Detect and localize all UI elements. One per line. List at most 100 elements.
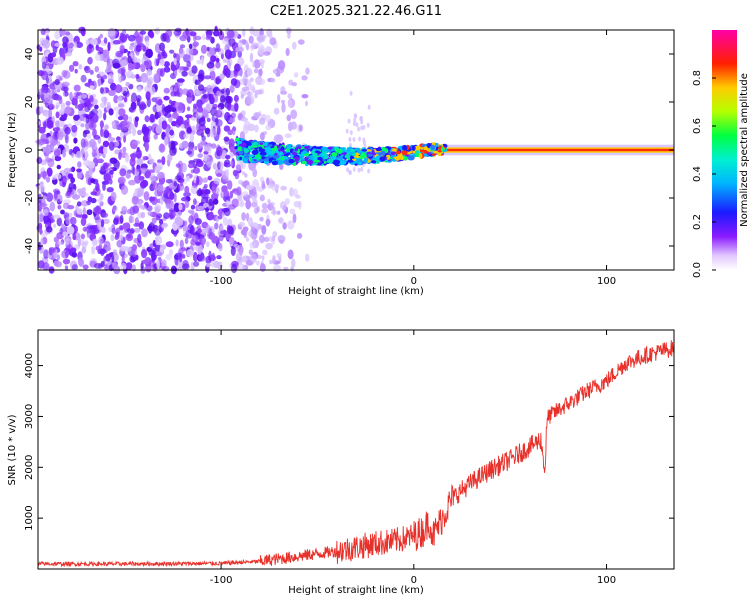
heatmap-cell xyxy=(175,239,179,247)
heatmap-cell xyxy=(238,46,243,53)
heatmap-cell xyxy=(133,227,141,233)
heatmap-cell xyxy=(88,168,93,177)
heatmap-cell xyxy=(43,93,51,103)
heatmap-cell xyxy=(251,222,259,228)
heatmap-cell xyxy=(92,238,98,246)
heatmap-cell xyxy=(85,39,90,46)
signal-cell xyxy=(335,148,343,153)
heatmap-cell xyxy=(76,150,82,159)
heatmap-cell xyxy=(270,210,278,215)
heatmap-cell xyxy=(287,249,294,260)
heatmap-cell xyxy=(254,124,259,133)
signal-cell xyxy=(277,160,284,165)
signal-cell xyxy=(361,149,368,152)
heatmap-cell xyxy=(84,82,91,87)
heatmap-cell xyxy=(266,28,273,37)
heatmap-cell xyxy=(203,110,207,117)
heatmap-cell xyxy=(239,39,247,44)
heatmap-cell xyxy=(367,104,371,110)
heatmap-cell xyxy=(273,107,280,115)
heatmap-cell xyxy=(140,63,146,73)
heatmap-cell xyxy=(69,91,73,101)
heatmap-cell xyxy=(221,178,227,184)
heatmap-cell xyxy=(175,101,179,108)
heatmap-cell xyxy=(213,177,221,185)
heatmap-cell xyxy=(180,124,185,129)
y-tick-label: 3000 xyxy=(24,404,35,429)
heatmap-cell xyxy=(265,114,271,123)
heatmap-cell xyxy=(127,71,131,79)
heatmap-cell xyxy=(213,260,220,269)
heatmap-cell xyxy=(258,78,266,86)
signal-cell xyxy=(301,160,307,165)
heatmap-cell xyxy=(271,184,279,192)
heatmap-cell xyxy=(206,117,211,123)
heatmap-cell xyxy=(99,87,104,94)
signal-cell xyxy=(313,159,321,163)
heatmap-cell xyxy=(347,118,351,124)
heatmap-cell xyxy=(43,249,49,260)
signal-cell xyxy=(333,159,341,165)
heatmap-cell xyxy=(145,40,150,47)
heatmap-cell xyxy=(293,72,299,78)
heatmap-cell xyxy=(279,239,284,244)
heatmap-cell xyxy=(149,243,154,250)
heatmap-cell xyxy=(259,263,266,272)
heatmap-cell xyxy=(85,115,90,124)
heatmap-cell xyxy=(230,263,238,274)
heatmap-cell xyxy=(114,149,120,155)
signal-cell xyxy=(236,140,243,144)
heatmap-cell xyxy=(119,34,128,43)
heatmap-cell xyxy=(77,257,84,267)
heatmap-cell xyxy=(46,167,53,177)
heatmap-cell xyxy=(89,69,94,75)
heatmap-y-axis: -40 -20 0 20 40 xyxy=(24,48,674,254)
colorbar-gradient xyxy=(712,30,737,270)
heatmap-cell xyxy=(112,58,120,68)
heatmap-cell xyxy=(136,95,142,102)
heatmap-cell xyxy=(206,46,210,52)
heatmap-cell xyxy=(109,157,118,164)
heatmap-cell xyxy=(40,146,48,153)
signal-cell xyxy=(375,147,382,152)
heatmap-cell xyxy=(56,164,61,170)
heatmap-cell xyxy=(96,73,101,79)
heatmap-cell xyxy=(240,94,244,99)
signal-band-core xyxy=(442,148,674,152)
heatmap-cell xyxy=(71,124,78,133)
signal-cell xyxy=(392,148,397,152)
heatmap-cell xyxy=(197,245,202,255)
colorbar-tick-label: 0.6 xyxy=(692,118,703,134)
heatmap-cell xyxy=(40,237,44,248)
heatmap-cell xyxy=(64,106,72,115)
heatmap-cell xyxy=(266,177,270,186)
heatmap-cell xyxy=(55,120,60,128)
signal-cell xyxy=(280,146,285,152)
heatmap-cell xyxy=(113,106,121,111)
heatmap-cell xyxy=(163,95,170,101)
heatmap-cell xyxy=(133,222,141,227)
figure-title: C2E1.2025.321.22.46.G11 xyxy=(270,4,442,19)
signal-cell xyxy=(248,156,252,162)
heatmap-cell xyxy=(200,56,204,66)
heatmap-cell xyxy=(233,94,239,103)
signal-cell xyxy=(235,137,240,142)
heatmap-cell xyxy=(192,251,198,262)
heatmap-cell xyxy=(73,137,78,144)
heatmap-cell xyxy=(206,62,215,69)
heatmap-cell xyxy=(78,64,83,70)
heatmap-cell xyxy=(305,253,310,262)
heatmap-cell xyxy=(77,237,82,247)
heatmap-cell xyxy=(355,122,359,128)
heatmap-cell xyxy=(289,208,296,215)
heatmap-cell xyxy=(71,251,77,258)
signal-cell xyxy=(361,152,365,156)
heatmap-cell xyxy=(101,180,110,185)
y-tick-label: 4000 xyxy=(24,353,35,378)
heatmap-cell xyxy=(217,106,222,116)
signal-cell xyxy=(240,142,247,148)
heatmap-cell xyxy=(226,95,233,104)
heatmap-cell xyxy=(280,86,286,94)
x-tick-label: 0 xyxy=(411,575,417,586)
heatmap-cell xyxy=(165,202,171,210)
